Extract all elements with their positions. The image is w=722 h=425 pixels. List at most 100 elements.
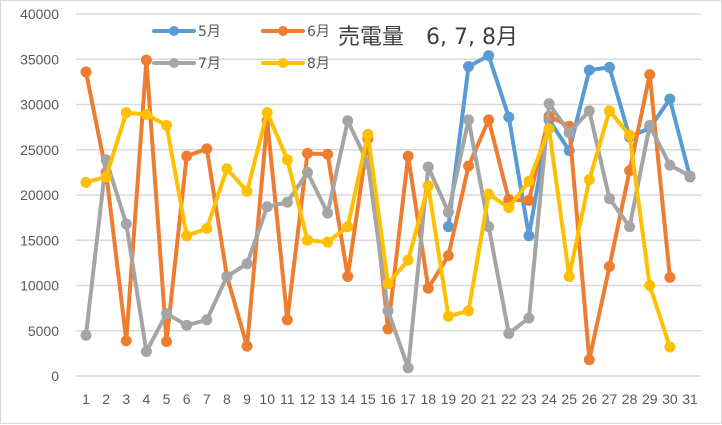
data-point xyxy=(463,114,475,126)
data-point xyxy=(603,105,615,117)
x-tick-label: 2 xyxy=(102,391,110,407)
data-point xyxy=(624,129,636,141)
data-point xyxy=(120,218,132,230)
data-point xyxy=(301,147,313,159)
data-point xyxy=(362,128,374,140)
data-point xyxy=(221,163,233,175)
y-tick-label: 0 xyxy=(51,368,59,384)
data-point xyxy=(402,254,414,266)
data-series xyxy=(80,50,696,374)
data-point xyxy=(603,260,615,272)
legend-item-august: 8月 xyxy=(261,56,330,72)
data-point xyxy=(241,258,253,270)
x-tick-label: 16 xyxy=(380,391,396,407)
x-tick-label: 7 xyxy=(203,391,211,407)
data-point xyxy=(483,188,495,200)
legend-label-june: 6月 xyxy=(307,24,330,40)
data-point xyxy=(583,174,595,186)
data-point xyxy=(201,222,213,234)
x-tick-label: 1 xyxy=(82,391,90,407)
x-tick-label: 25 xyxy=(561,391,577,407)
data-point xyxy=(140,108,152,120)
y-tick-label: 10000 xyxy=(20,278,59,294)
y-tick-label: 35000 xyxy=(20,51,59,67)
y-tick-label: 15000 xyxy=(20,232,59,248)
data-point xyxy=(322,236,334,248)
data-point xyxy=(664,341,676,353)
data-point xyxy=(281,196,293,208)
data-point xyxy=(483,221,495,233)
data-point xyxy=(161,336,173,348)
x-tick-label: 6 xyxy=(183,391,191,407)
data-point xyxy=(442,250,454,262)
data-point xyxy=(261,107,273,119)
data-point xyxy=(140,54,152,66)
x-tick-label: 13 xyxy=(320,391,336,407)
data-point xyxy=(120,335,132,347)
x-tick-label: 12 xyxy=(300,391,316,407)
x-tick-label: 21 xyxy=(481,391,497,407)
data-point xyxy=(382,323,394,335)
legend-item-july: 7月 xyxy=(152,56,221,72)
x-tick-label: 17 xyxy=(400,391,416,407)
data-point xyxy=(543,123,555,135)
data-point xyxy=(583,354,595,366)
data-point xyxy=(624,221,636,233)
data-point xyxy=(442,310,454,322)
x-tick-label: 5 xyxy=(163,391,171,407)
x-tick-label: 14 xyxy=(340,391,356,407)
y-tick-label: 40000 xyxy=(20,6,59,22)
data-point xyxy=(322,148,334,160)
legend-item-may: 5月 xyxy=(152,24,221,40)
y-tick-label: 20000 xyxy=(20,187,59,203)
data-point xyxy=(583,64,595,76)
x-tick-label: 28 xyxy=(622,391,638,407)
data-point xyxy=(281,314,293,326)
legend-label-august: 8月 xyxy=(307,56,330,72)
data-point xyxy=(201,143,213,155)
x-tick-label: 4 xyxy=(143,391,151,407)
data-point xyxy=(603,61,615,73)
data-point xyxy=(503,111,515,123)
data-point xyxy=(563,270,575,282)
x-tick-label: 24 xyxy=(541,391,557,407)
data-point xyxy=(523,194,535,206)
y-tick-label: 25000 xyxy=(20,142,59,158)
data-point xyxy=(503,202,515,214)
x-tick-label: 3 xyxy=(122,391,130,407)
data-point xyxy=(241,340,253,352)
data-point xyxy=(161,119,173,131)
data-point xyxy=(644,69,656,81)
y-tick-label: 30000 xyxy=(20,97,59,113)
legend: 5月 6月 7月 8月 xyxy=(152,24,330,72)
data-point xyxy=(664,159,676,171)
data-point xyxy=(422,180,434,192)
data-point xyxy=(483,114,495,126)
data-point xyxy=(100,171,112,183)
x-tick-label: 31 xyxy=(682,391,698,407)
data-point xyxy=(583,105,595,117)
data-point xyxy=(120,107,132,119)
data-point xyxy=(684,170,696,182)
data-point xyxy=(342,270,354,282)
data-point xyxy=(463,305,475,317)
legend-label-july: 7月 xyxy=(198,56,221,72)
data-point xyxy=(342,115,354,127)
data-point xyxy=(402,362,414,374)
series-8-month xyxy=(80,105,676,353)
data-point xyxy=(543,98,555,110)
y-axis: 0 5000 10000 15000 20000 25000 30000 35000 40000 xyxy=(20,6,59,384)
data-point xyxy=(483,50,495,62)
data-point xyxy=(382,278,394,290)
data-point xyxy=(80,176,92,188)
data-point xyxy=(644,119,656,131)
x-tick-label: 19 xyxy=(441,391,457,407)
data-point xyxy=(664,93,676,105)
legend-label-may: 5月 xyxy=(198,24,221,40)
y-tick-label: 5000 xyxy=(28,323,59,339)
data-point xyxy=(523,175,535,187)
data-point xyxy=(261,201,273,213)
data-point xyxy=(463,160,475,172)
data-point xyxy=(301,234,313,246)
